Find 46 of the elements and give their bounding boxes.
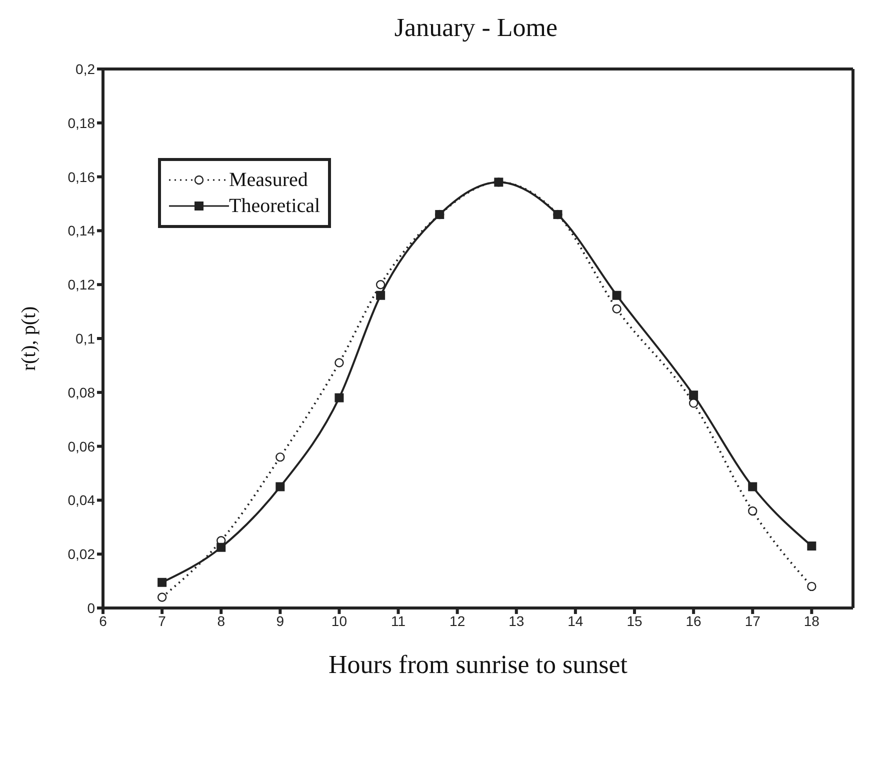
point [807,582,816,592]
point [689,390,698,400]
point [688,398,698,408]
x-tick-label: 13 [508,612,524,629]
x-tick-label: 6 [99,612,108,629]
point [276,482,285,492]
x-tick-label: 14 [568,612,584,629]
legend-label: Measured [229,168,308,193]
x-tick-label: 7 [158,612,166,629]
point [748,506,758,516]
point [376,290,386,300]
x-tick-label: 15 [626,612,642,629]
y-tick-label: 0,06 [68,438,96,454]
x-tick-label: 10 [331,612,348,629]
point [334,358,344,368]
point [612,290,622,300]
point [276,452,285,462]
y-tick-label: 0 [87,600,96,616]
point [376,280,386,290]
x-tick-label: 12 [450,612,466,629]
y-tick-label: 0,08 [68,384,96,400]
x-tick-label: 8 [217,612,226,629]
y-tick-label: 0,2 [76,60,96,77]
x-tick-label: 9 [276,612,284,629]
x-axis-title: Hours from sunrise to sunset [328,650,628,679]
y-tick-label: 0,18 [68,114,96,131]
chart-title: January - Lome [393,12,559,44]
point [612,304,622,314]
y-tick-label: 0,14 [68,222,96,239]
x-tick-label: 11 [391,612,406,629]
x-tick-label: 18 [804,612,820,629]
y-axis-title: r(t), p(t) [18,306,40,371]
y-tick-label: 0,02 [68,546,96,562]
point [748,482,758,492]
legend-label: Theoretical [229,194,320,219]
y-tick-label: 0,12 [68,276,96,293]
point [216,542,226,552]
y-tick-label: 0,16 [68,168,96,185]
x-tick-label: 16 [686,612,702,629]
point [158,578,167,587]
point [807,542,816,551]
y-tick-label: 0,1 [76,330,96,346]
point [334,393,344,402]
point [157,592,167,602]
y-tick-label: 0,04 [68,492,96,508]
x-tick-label: 17 [744,612,761,629]
